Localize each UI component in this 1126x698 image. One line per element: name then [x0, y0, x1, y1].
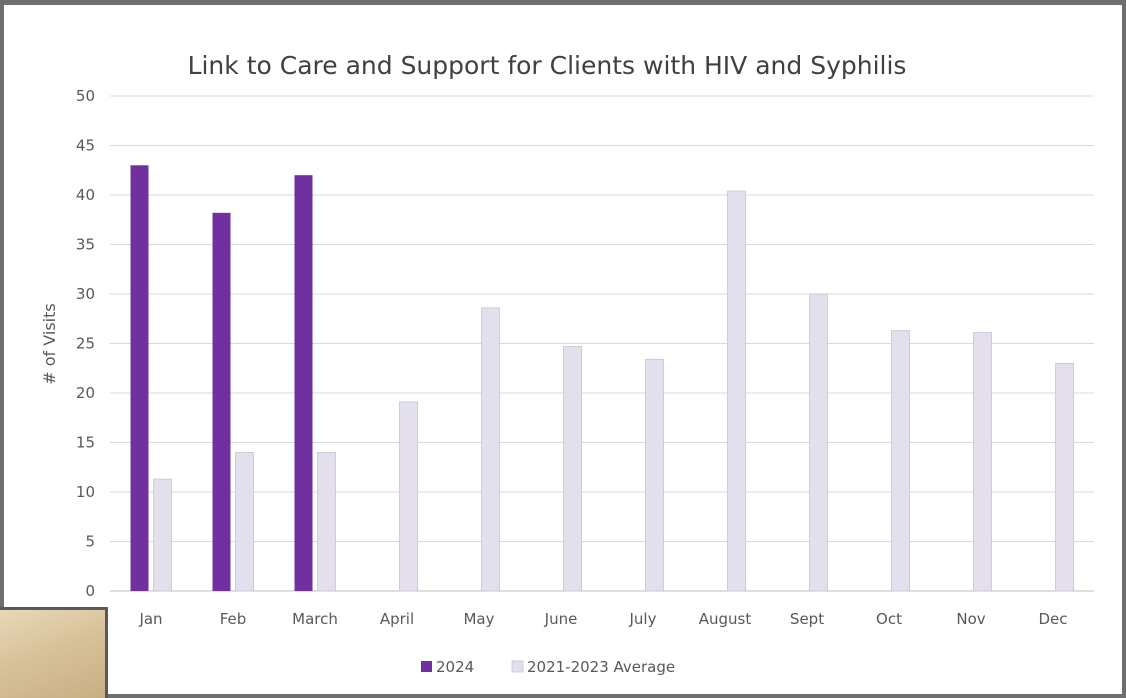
background-photo-corner — [0, 607, 108, 698]
legend-label-2021-2023-average: 2021-2023 Average — [527, 658, 675, 676]
bar-2021-2023-average — [317, 451, 336, 592]
x-tick-label: Feb — [220, 610, 247, 628]
bar-2021-2023-average — [481, 307, 500, 592]
y-tick-label: 5 — [85, 533, 95, 551]
y-tick-label: 20 — [76, 384, 95, 402]
y-tick-label: 45 — [76, 137, 95, 155]
x-tick-label: July — [629, 610, 657, 628]
bar-2021-2023-average — [399, 401, 418, 592]
legend-swatch-2024 — [421, 661, 432, 672]
bar-2024 — [212, 212, 231, 591]
bar-2021-2023-average — [891, 330, 910, 592]
x-tick-label: Oct — [876, 610, 902, 628]
x-tick-label: Sept — [790, 610, 824, 628]
bar-2021-2023-average — [235, 451, 254, 592]
y-tick-label: 15 — [76, 434, 95, 452]
bar-2021-2023-average — [645, 358, 664, 592]
x-tick-label: June — [544, 610, 578, 628]
bar-2021-2023-average — [809, 293, 828, 592]
y-tick-label: 35 — [76, 236, 95, 254]
bar-2021-2023-average — [727, 190, 746, 592]
y-tick-label: 30 — [76, 285, 95, 303]
x-tick-label: May — [463, 610, 494, 628]
x-tick-label: Dec — [1038, 610, 1067, 628]
y-tick-label: 40 — [76, 186, 95, 204]
x-tick-label: April — [380, 610, 414, 628]
y-axis-label: # of Visits — [40, 303, 59, 384]
x-tick-label: August — [699, 610, 752, 628]
bar-2021-2023-average — [973, 332, 992, 592]
bar-2021-2023-average — [1055, 362, 1074, 592]
y-tick-label: 25 — [76, 335, 95, 353]
bar-2021-2023-average — [153, 478, 172, 592]
y-tick-label: 50 — [76, 87, 95, 105]
y-tick-label: 0 — [85, 582, 95, 600]
bar-2024 — [294, 175, 313, 591]
x-tick-label: Nov — [956, 610, 985, 628]
bar-2024 — [130, 165, 149, 592]
x-tick-label: Jan — [138, 610, 162, 628]
legend-swatch-2021-2023-average — [511, 660, 524, 673]
bar-2021-2023-average — [563, 346, 582, 592]
legend-label-2024: 2024 — [436, 658, 474, 676]
chart-title: Link to Care and Support for Clients wit… — [188, 51, 907, 80]
y-tick-label: 10 — [76, 483, 95, 501]
x-tick-label: March — [292, 610, 338, 628]
